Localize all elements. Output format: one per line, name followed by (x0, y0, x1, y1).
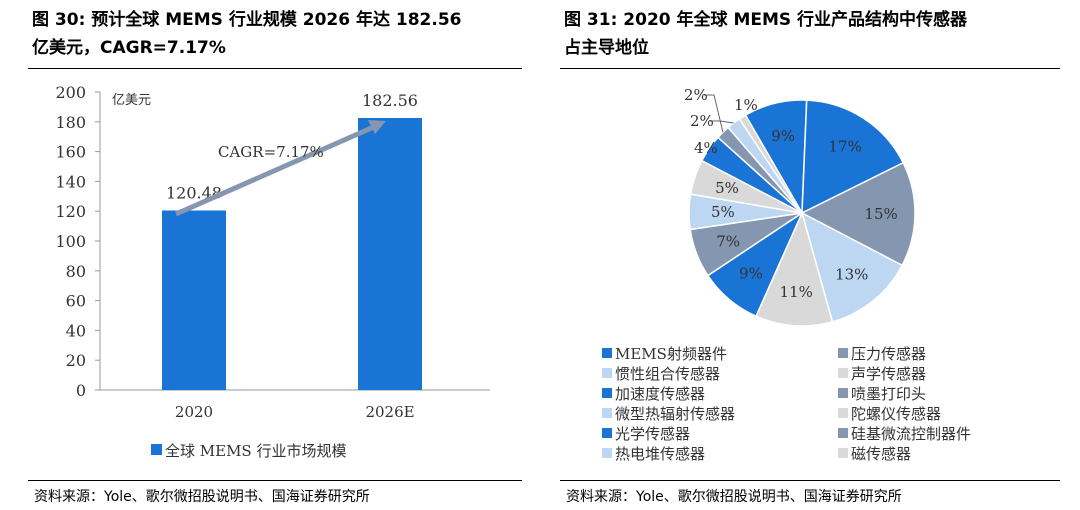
pie-data-label: 4% (694, 139, 718, 157)
pie-data-label: 9% (739, 264, 763, 282)
legend-item: 加速度传感器 (615, 385, 705, 403)
right-source: 资料来源：Yole、歌尔微招股说明书、国海证券研究所 (566, 489, 902, 505)
legend-item: 光学传感器 (615, 425, 690, 443)
legend-swatch (602, 368, 612, 378)
left-chart-title-line2: 亿美元，CAGR=7.17% (32, 38, 226, 58)
y-tick-label: 140 (55, 172, 86, 191)
legend-swatch (602, 348, 612, 358)
y-tick-label: 40 (66, 321, 86, 340)
legend-item: 陀螺仪传感器 (851, 405, 941, 423)
y-tick-label: 160 (55, 143, 86, 162)
legend-item: 微型热辐射传感器 (615, 405, 735, 423)
right-chart-title-line2: 占主导地位 (564, 38, 649, 58)
right-chart-title-line1: 图 31: 2020 年全球 MEMS 行业产品结构中传感器 (564, 10, 968, 30)
pie-data-label: 15% (864, 205, 897, 223)
legend-swatch (838, 348, 848, 358)
right-footer-rule (560, 480, 1060, 481)
pie-data-label: 11% (780, 283, 813, 301)
y-tick-label: 180 (55, 113, 86, 132)
legend-swatch (151, 444, 162, 455)
pie-data-label: 2% (684, 86, 708, 104)
pie-slice-磁传感器 (738, 114, 803, 214)
pie-data-label: 13% (835, 265, 868, 283)
left-chart-title-line1: 图 30: 预计全球 MEMS 行业规模 2026 年达 182.56 (32, 10, 462, 30)
pie-data-label: 1% (734, 96, 758, 114)
pie-data-label: 17% (828, 138, 861, 156)
legend-item: 压力传感器 (851, 345, 926, 363)
pie-slice-声学传感器 (755, 210, 834, 327)
legend-swatch (602, 428, 612, 438)
leader-line (710, 120, 734, 124)
y-tick-label: 0 (76, 381, 86, 400)
legend-item: MEMS射频器件 (615, 345, 727, 363)
y-tick-label: 100 (55, 232, 86, 251)
legend-swatch (838, 368, 848, 378)
left-title-rule (28, 68, 522, 69)
bar-2026E (358, 117, 422, 391)
legend-item: 磁传感器 (851, 445, 911, 463)
unit-label: 亿美元 (112, 93, 151, 108)
legend-item: 声学传感器 (851, 365, 926, 383)
x-tick-label: 2020 (175, 403, 213, 421)
legend-swatch (602, 408, 612, 418)
legend-label: 全球 MEMS 行业市场规模 (165, 442, 346, 460)
pie-data-label: 7% (716, 232, 740, 250)
pie-data-label: 9% (771, 127, 795, 145)
y-tick-label: 120 (55, 202, 86, 221)
legend-swatch (602, 448, 612, 458)
y-tick-label: 200 (55, 83, 86, 102)
pie-slice-MEMS射频器件 (801, 99, 905, 215)
pie-data-label: 5% (711, 203, 735, 221)
y-tick-label: 20 (66, 351, 86, 370)
y-tick-label: 80 (66, 262, 86, 281)
legend-swatch (838, 408, 848, 418)
legend-swatch (838, 388, 848, 398)
left-footer-rule (28, 480, 522, 481)
bar-2020 (162, 210, 226, 390)
leader-line (704, 94, 724, 133)
left-source: 资料来源：Yole、歌尔微招股说明书、国海证券研究所 (34, 489, 370, 505)
y-tick-label: 60 (66, 292, 86, 311)
cagr-arrow (174, 123, 378, 217)
legend-item: 硅基微流控制器件 (851, 425, 971, 443)
legend-item: 热电堆传感器 (615, 445, 705, 463)
legend-swatch (838, 428, 848, 438)
legend-swatch (838, 448, 848, 458)
pie-slice-惯性组合传感器 (800, 211, 904, 323)
right-title-rule (560, 68, 1060, 69)
legend-swatch (602, 388, 612, 398)
bar-data-label: 182.56 (362, 91, 418, 110)
pie-data-label: 2% (690, 112, 714, 130)
cagr-annotation: CAGR=7.17% (218, 143, 324, 161)
x-tick-label: 2026E (365, 403, 414, 421)
pie-data-label: 5% (715, 179, 739, 197)
cagr-arrowhead (368, 120, 386, 134)
legend-item: 惯性组合传感器 (615, 365, 720, 383)
pie-slice-压力传感器 (800, 161, 916, 267)
legend-item: 喷墨打印头 (851, 385, 926, 403)
